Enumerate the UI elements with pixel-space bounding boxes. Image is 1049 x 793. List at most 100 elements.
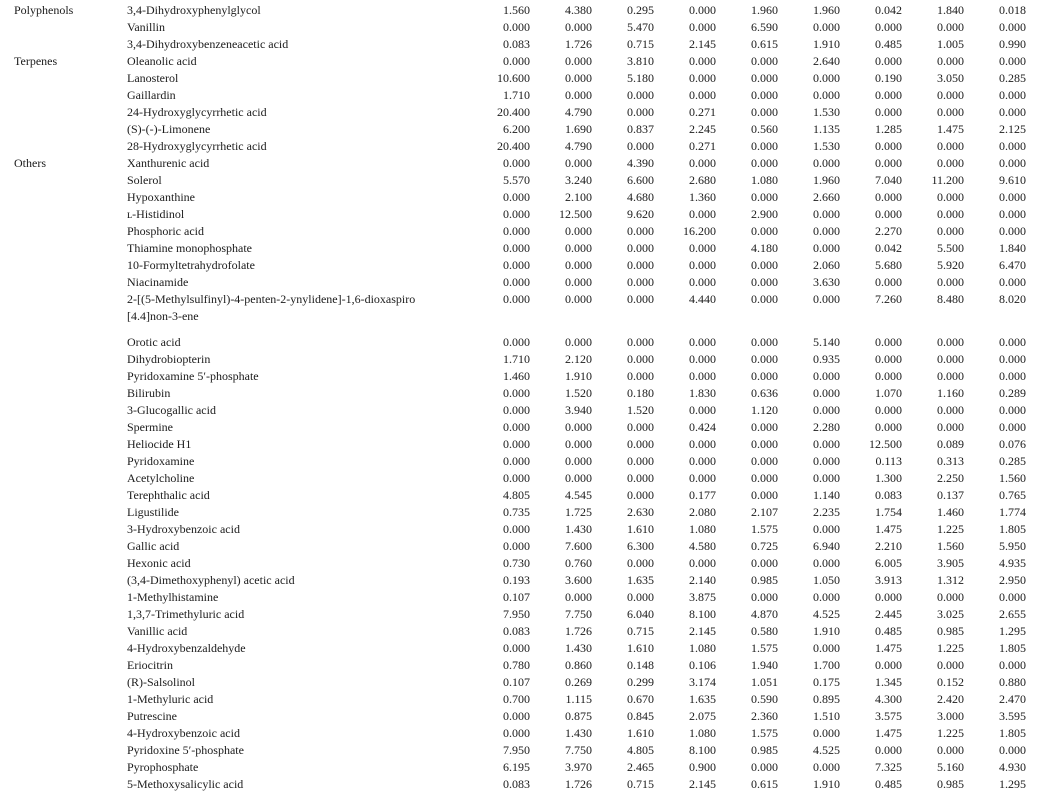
compound-name: 3-Hydroxybenzoic acid: [127, 522, 240, 536]
category-label: [14, 87, 127, 104]
table-row: Pyridoxamine 5′-phosphate 1.460 1.910 0.000…: [14, 368, 1026, 385]
value-cell: 7.600: [565, 539, 592, 553]
table-row: 1-Methyluric acid 0.700 1.115 0.670 1.635 0.5…: [14, 691, 1026, 708]
table-row: Hypoxanthine 0.000 2.100 4.680 1.360 0.000 2.6…: [14, 189, 1026, 206]
table-row: Eriocitrin 0.780 0.860 0.148 0.106 1.940 1.700…: [14, 657, 1026, 674]
table-row: Pyridoxamine 0.000 0.000 0.000 0.000 0.000 0.0…: [14, 453, 1026, 470]
value-cell: 0.000: [875, 20, 902, 34]
value-cell: 0.000: [689, 275, 716, 289]
table-row: Vanillin 0.000 0.000 5.470 0.000 6.590 0.000 0.…: [14, 19, 1026, 36]
value-cell: 1.070: [875, 386, 902, 400]
value-cell: 0.000: [813, 369, 840, 383]
value-cell: 0.000: [627, 275, 654, 289]
value-cell: 0.485: [875, 777, 902, 791]
category-label: [14, 674, 127, 691]
value-cell: 1.830: [689, 386, 716, 400]
category-label: [14, 691, 127, 708]
value-cell: 1.475: [875, 522, 902, 536]
value-cell: 1.080: [689, 641, 716, 655]
category-label: [14, 521, 127, 538]
compound-name: Gaillardin: [127, 88, 176, 102]
value-cell: 0.000: [937, 369, 964, 383]
value-cell: 0.089: [937, 437, 964, 451]
value-cell: 3.025: [937, 607, 964, 621]
value-cell: 2.640: [813, 54, 840, 68]
value-cell: 2.245: [689, 122, 716, 136]
category-label: [14, 742, 127, 759]
value-cell: 0.000: [627, 488, 654, 502]
value-cell: 6.590: [751, 20, 778, 34]
value-cell: 0.000: [751, 471, 778, 485]
value-cell: 1.140: [813, 488, 840, 502]
value-cell: 0.000: [875, 743, 902, 757]
value-cell: 1.726: [565, 777, 592, 791]
table-row: Gallic acid 0.000 7.600 6.300 4.580 0.725 6.94…: [14, 538, 1026, 555]
value-cell: 0.985: [937, 624, 964, 638]
value-cell: 0.636: [751, 386, 778, 400]
table-row: 4-Hydroxybenzaldehyde 0.000 1.430 1.610 1.08…: [14, 640, 1026, 657]
value-cell: 1.295: [999, 624, 1026, 638]
table-row: Lanosterol 10.600 0.000 5.180 0.000 0.000 0.00…: [14, 70, 1026, 87]
value-cell: 0.000: [875, 156, 902, 170]
value-cell: 0.985: [937, 777, 964, 791]
value-cell: 0.765: [999, 488, 1026, 502]
value-cell: 0.000: [503, 386, 530, 400]
value-cell: 1.005: [937, 37, 964, 51]
compound-name-line: 2-[(5-Methylsulfinyl)-4-penten-2-ynylide…: [127, 292, 416, 306]
category-label: Polyphenols: [14, 3, 74, 17]
value-cell: 0.000: [937, 190, 964, 204]
category-label: [14, 606, 127, 623]
value-cell: 0.000: [751, 420, 778, 434]
value-cell: 0.000: [503, 292, 530, 306]
value-cell: 0.113: [875, 454, 902, 468]
value-cell: 4.380: [565, 3, 592, 17]
value-cell: 0.000: [689, 88, 716, 102]
compound-name: Oleanolic acid: [127, 54, 197, 68]
value-cell: 2.235: [813, 505, 840, 519]
value-cell: 1.120: [751, 403, 778, 417]
value-cell: 0.715: [627, 37, 654, 51]
value-cell: 0.000: [503, 420, 530, 434]
value-cell: 0.285: [999, 71, 1026, 85]
table-row: Pyrophosphate 6.195 3.970 2.465 0.900 0.000 0.…: [14, 759, 1026, 776]
value-cell: 8.100: [689, 743, 716, 757]
value-cell: 0.180: [627, 386, 654, 400]
value-cell: 6.200: [503, 122, 530, 136]
category-label: [14, 504, 127, 521]
value-cell: 20.400: [497, 105, 530, 119]
compound-name: (S)-(-)-Limonene: [127, 122, 211, 136]
category-label: [14, 419, 127, 436]
table-row: Putrescine 0.000 0.875 0.845 2.075 2.360 1.510…: [14, 708, 1026, 725]
value-cell: 3.240: [565, 173, 592, 187]
value-cell: 0.000: [565, 20, 592, 34]
category-label: [14, 657, 127, 674]
value-cell: 16.200: [683, 224, 716, 238]
value-cell: 0.000: [627, 556, 654, 570]
value-cell: 0.148: [627, 658, 654, 672]
compound-name: Spermine: [127, 420, 173, 434]
compound-name: Dihydrobiopterin: [127, 352, 211, 366]
value-cell: 1.080: [751, 173, 778, 187]
value-cell: 0.083: [503, 624, 530, 638]
value-cell: 2.125: [999, 122, 1026, 136]
value-cell: 1.960: [751, 3, 778, 17]
value-cell: 0.000: [937, 224, 964, 238]
category-label: [14, 351, 127, 368]
value-cell: 0.000: [751, 556, 778, 570]
value-cell: 0.083: [875, 488, 902, 502]
value-cell: 0.000: [751, 224, 778, 238]
category-label: [14, 36, 127, 53]
value-cell: 0.000: [813, 726, 840, 740]
value-cell: 1.805: [999, 522, 1026, 536]
table-row: 1-Methylhistamine 0.107 0.000 0.000 3.875 0.0…: [14, 589, 1026, 606]
category-label: [14, 70, 127, 87]
value-cell: 0.000: [751, 488, 778, 502]
value-cell: 4.390: [627, 156, 654, 170]
value-cell: 0.000: [503, 403, 530, 417]
value-cell: 0.000: [627, 369, 654, 383]
value-cell: 1.940: [751, 658, 778, 672]
value-cell: 0.000: [875, 369, 902, 383]
value-cell: 0.000: [503, 190, 530, 204]
table-row: Spermine 0.000 0.000 0.000 0.424 0.000 2.280 0.…: [14, 419, 1026, 436]
value-cell: 0.000: [875, 590, 902, 604]
